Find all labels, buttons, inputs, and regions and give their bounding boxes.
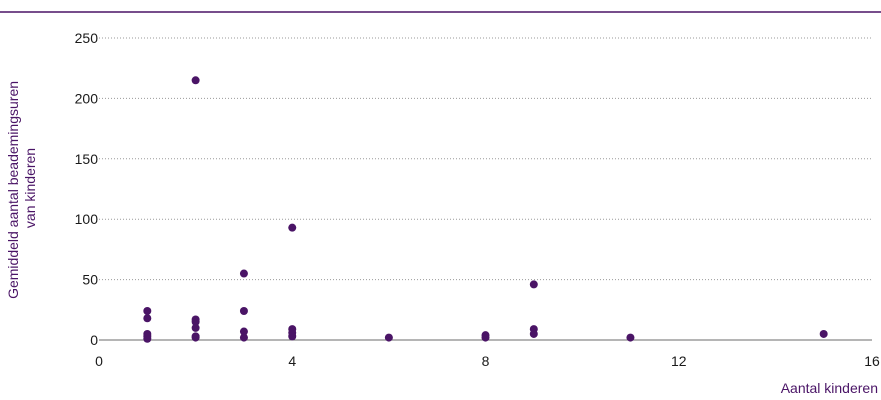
y-tick-label-200: 200 [75,90,99,106]
data-point [384,333,393,342]
data-point [239,269,248,278]
data-point [819,329,828,338]
y-tick-label-0: 0 [90,332,98,348]
data-point [239,327,248,336]
data-point [288,332,297,341]
x-tick-labels: 0 4 8 12 16 [95,353,880,369]
gridlines [99,37,872,281]
x-tick-label-16: 16 [864,353,880,369]
x-tick-label-4: 4 [288,353,296,369]
data-points [143,76,828,343]
y-tick-labels: 0 50 100 150 200 250 [75,30,99,348]
x-tick-label-12: 12 [671,353,687,369]
data-point [143,334,152,343]
data-point [529,329,538,338]
y-axis-title: Gemiddeld aantal beademingsuren van kind… [5,77,38,299]
data-point [191,76,200,85]
x-tick-label-8: 8 [482,353,490,369]
data-point [626,333,635,342]
data-point [481,333,490,342]
data-point [529,280,538,289]
x-tick-label-0: 0 [95,353,103,369]
data-point [239,307,248,316]
data-point [191,317,200,326]
y-tick-label-50: 50 [82,272,98,288]
y-axis-title-line-1: Gemiddeld aantal beademingsuren [5,81,21,299]
data-point [239,333,248,342]
y-tick-label-250: 250 [75,30,99,46]
data-point [143,307,152,316]
y-tick-label-100: 100 [75,211,99,227]
data-point [143,314,152,323]
x-axis-title: Aantal kinderen [781,380,878,396]
y-tick-label-150: 150 [75,151,99,167]
y-axis-title-line-2: van kinderen [22,148,38,228]
data-point [288,223,297,232]
data-point [191,333,200,342]
data-point [191,323,200,332]
